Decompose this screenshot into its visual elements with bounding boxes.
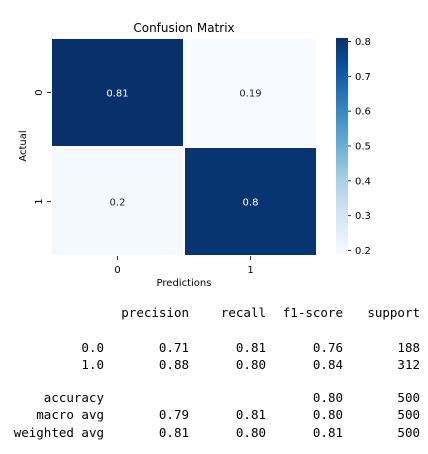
report-precision-value: 0.81 [158, 425, 189, 440]
report-row-label: accuracy [43, 390, 104, 405]
y-axis-label: Actual [18, 130, 29, 161]
report-header-support: support [367, 305, 420, 320]
report-row-label: 1.0 [81, 357, 104, 372]
report-support-value: 188 [397, 340, 420, 355]
report-header-precision: precision [121, 305, 189, 320]
cell-annotation-0-0: 0.81 [106, 89, 128, 100]
heatmap-cells: 0.81 0.19 0.2 0.8 [50, 37, 318, 257]
report-f1-value: 0.80 [312, 390, 343, 405]
report-precision-value: 0.71 [158, 340, 189, 355]
heatmap-cell-1-0 [50, 146, 185, 257]
colorbar-ticks: 0.2 0.3 0.4 0.5 0.6 0.7 0.8 [348, 37, 371, 257]
colorbar-tick-label: 0.8 [355, 37, 371, 48]
colorbar-tick-label: 0.4 [355, 176, 371, 187]
y-tick-label: 0 [34, 89, 45, 95]
x-tick-label: 1 [247, 265, 253, 276]
report-f1-value: 0.80 [312, 407, 343, 422]
report-recall-value: 0.80 [235, 425, 266, 440]
report-recall-value: 0.81 [235, 407, 266, 422]
colorbar-tick-label: 0.5 [355, 142, 371, 153]
report-f1-value: 0.76 [312, 340, 343, 355]
cell-annotation-1-1: 0.8 [243, 198, 259, 209]
colorbar-tick-label: 0.2 [355, 246, 371, 257]
report-support-value: 500 [397, 390, 420, 405]
report-row-label: macro avg [36, 407, 104, 422]
report-f1-value: 0.84 [312, 357, 343, 372]
y-axis-ticks: 01 [34, 89, 51, 205]
x-tick-label: 0 [114, 265, 120, 276]
report-f1-value: 0.81 [312, 425, 343, 440]
chart-title: Confusion Matrix [133, 21, 234, 35]
report-recall-value: 0.80 [235, 357, 266, 372]
report-precision-value: 0.88 [158, 357, 189, 372]
colorbar-tick-label: 0.7 [355, 72, 371, 83]
report-row-label: weighted avg [13, 425, 104, 440]
heatmap-cell-0-1 [183, 37, 318, 148]
report-precision-value: 0.79 [158, 407, 189, 422]
report-support-value: 312 [397, 357, 420, 372]
report-support-value: 500 [397, 407, 420, 422]
report-header-f1-score: f1-score [282, 305, 343, 320]
report-header-recall: recall [220, 305, 266, 320]
colorbar-tick-label: 0.3 [355, 211, 371, 222]
report-recall-value: 0.81 [235, 340, 266, 355]
report-row-label: 0.0 [81, 340, 104, 355]
heatmap-cell-1-1 [183, 146, 318, 257]
report-support-value: 500 [397, 425, 420, 440]
y-tick-label: 1 [34, 198, 45, 204]
x-axis-label: Predictions [157, 278, 212, 289]
cell-annotation-1-0: 0.2 [110, 198, 126, 209]
colorbar-tick-label: 0.6 [355, 107, 371, 118]
cell-annotation-0-1: 0.19 [239, 89, 261, 100]
colorbar [336, 38, 348, 254]
